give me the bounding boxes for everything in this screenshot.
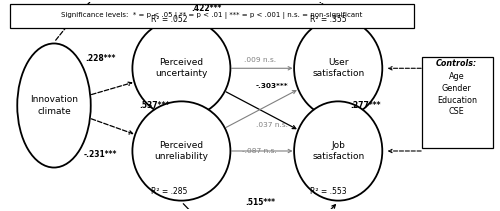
Ellipse shape [132, 19, 230, 118]
Text: Innovation
climate: Innovation climate [30, 95, 78, 116]
Text: Perceived
uncertainty: Perceived uncertainty [155, 58, 208, 78]
Text: .515***: .515*** [245, 198, 275, 207]
Text: R² = .553: R² = .553 [310, 187, 346, 196]
Text: .277***: .277*** [350, 101, 380, 110]
Text: -.303***: -.303*** [256, 83, 288, 89]
FancyArrowPatch shape [92, 119, 132, 134]
FancyArrowPatch shape [92, 82, 132, 95]
FancyArrowPatch shape [232, 149, 292, 153]
Text: .537***: .537*** [140, 101, 170, 110]
Text: R² = .052: R² = .052 [151, 15, 188, 24]
Text: Perceived
unreliability: Perceived unreliability [154, 141, 208, 161]
FancyArrowPatch shape [226, 91, 296, 127]
Text: -.087 n.s.: -.087 n.s. [242, 148, 277, 154]
Text: .228***: .228*** [86, 54, 116, 64]
Text: .037 n.s.: .037 n.s. [256, 122, 288, 128]
Text: Significance levels:  * = p < .05 | ** = p < .01 | *** = p < .001 | n.s. = non-s: Significance levels: * = p < .05 | ** = … [61, 12, 362, 19]
Text: R² = .355: R² = .355 [310, 15, 346, 24]
FancyArrowPatch shape [226, 92, 296, 129]
Text: Controls:: Controls: [436, 59, 478, 68]
FancyArrowPatch shape [336, 104, 340, 116]
FancyArrowPatch shape [180, 104, 183, 116]
Text: Job
satisfaction: Job satisfaction [312, 141, 364, 161]
Text: .422***: .422*** [191, 4, 221, 13]
FancyBboxPatch shape [422, 57, 492, 148]
Text: Age
Gender
Education
CSE: Age Gender Education CSE [437, 72, 477, 116]
Text: R² = .285: R² = .285 [151, 187, 188, 196]
FancyArrowPatch shape [184, 204, 336, 211]
Ellipse shape [17, 43, 91, 168]
Text: User
satisfaction: User satisfaction [312, 58, 364, 78]
FancyBboxPatch shape [10, 4, 414, 28]
Ellipse shape [294, 101, 382, 201]
FancyArrowPatch shape [56, 0, 335, 40]
Text: -.231***: -.231*** [84, 150, 117, 159]
Ellipse shape [294, 19, 382, 118]
FancyArrowPatch shape [232, 67, 292, 70]
Ellipse shape [132, 101, 230, 201]
Text: .009 n.s.: .009 n.s. [244, 57, 276, 63]
